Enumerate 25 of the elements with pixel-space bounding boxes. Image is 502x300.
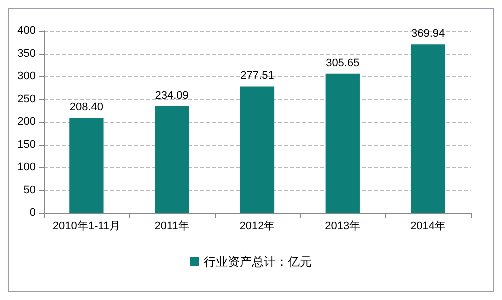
y-tick-label: 400: [18, 25, 36, 37]
y-tick-label: 50: [24, 184, 36, 196]
x-tick-label: 2011年: [154, 220, 190, 232]
y-tick-label: 300: [18, 70, 36, 82]
bar: [326, 74, 360, 213]
text: 305.65: [326, 57, 360, 70]
legend-label: 行业资产总计：亿元: [204, 255, 312, 269]
x-tick-label: 2013年: [325, 220, 361, 232]
x-tick-label: 2010年1-11月: [52, 220, 121, 232]
y-tick-label: 200: [18, 116, 36, 128]
y-tick-label: 250: [18, 93, 36, 106]
text: 369.94: [411, 28, 446, 40]
y-tick-label: 0: [30, 207, 36, 219]
x-tick-label: 2012年: [240, 220, 276, 232]
bar: [411, 44, 446, 213]
text: 234.09: [155, 90, 189, 102]
bar: [240, 86, 275, 213]
x-tick-label: 2014年: [410, 220, 446, 232]
text: 208.40: [70, 102, 104, 114]
y-tick-label: 100: [18, 162, 36, 174]
bar: [155, 106, 190, 213]
bar: [70, 118, 104, 213]
y-tick-label: 150: [18, 138, 36, 151]
y-tick-label: 350: [18, 48, 36, 60]
text: 277.51: [240, 70, 274, 82]
